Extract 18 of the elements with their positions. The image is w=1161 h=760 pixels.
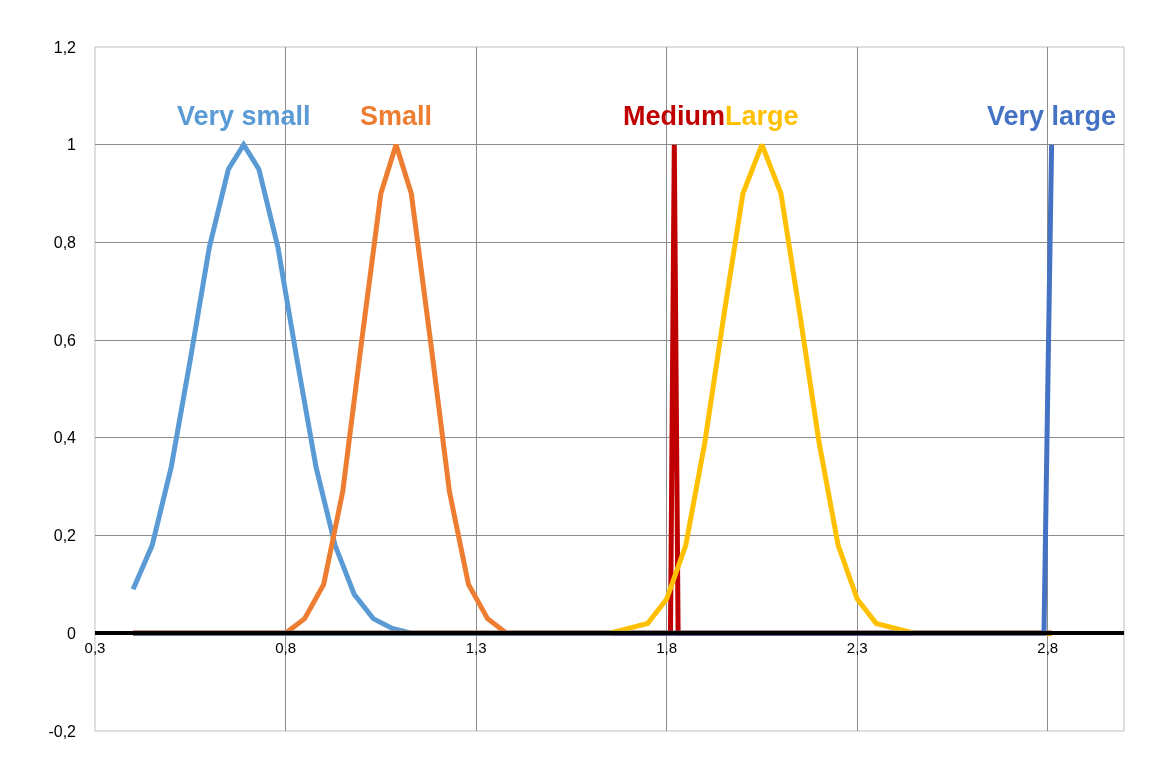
y-tick-label: 0: [67, 624, 77, 642]
series-label: Medium: [623, 101, 726, 131]
series-label: Large: [725, 101, 799, 131]
series-label: Small: [360, 101, 433, 131]
y-tick-label: 0,8: [53, 234, 77, 252]
y-tick-label: 1: [67, 136, 77, 154]
y-tick-label: 0,6: [53, 331, 77, 349]
x-tick-label: 2,8: [1037, 639, 1059, 657]
y-tick-label: 0,2: [53, 527, 77, 545]
series-label: Very large: [987, 101, 1117, 131]
x-tick-label: 0,8: [275, 639, 296, 657]
y-tick-label: -0,2: [48, 722, 77, 740]
x-tick-label: 0,3: [84, 639, 106, 657]
y-tick-label: 0,4: [53, 429, 77, 447]
x-tick-label: 1,8: [656, 639, 678, 657]
x-tick-label: 1,3: [465, 639, 487, 657]
y-tick-label: 1,2: [53, 38, 77, 56]
x-tick-label: 2,3: [846, 639, 868, 657]
